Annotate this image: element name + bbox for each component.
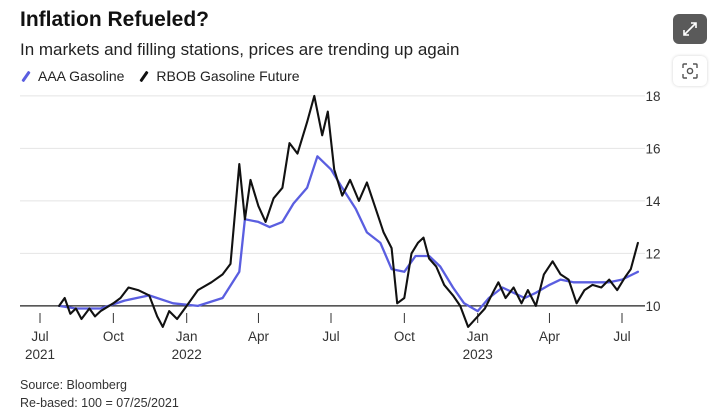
x-tick-label-4: Jul (322, 329, 339, 344)
y-tick-label-120: 120 (645, 246, 660, 261)
chart-subtitle: In markets and filling stations, prices … (20, 40, 460, 59)
source-note: Source: Bloomberg (20, 378, 128, 392)
y-tick-label-160: 160 (645, 141, 660, 156)
x-tick-label-8: Jul (613, 329, 630, 344)
x-tick-label-7: Apr (539, 329, 561, 344)
x-tick-label-0: Jul (31, 329, 48, 344)
rebase-note: Re-based: 100 = 07/25/2021 (20, 396, 179, 410)
x-tick-label-6: Jan (467, 329, 489, 344)
x-tick-label-3: Apr (248, 329, 270, 344)
legend-item-rbob: RBOB Gasoline Future (138, 68, 300, 84)
chart-title: Inflation Refueled? (20, 8, 209, 31)
x-tick-label-5: Oct (394, 329, 415, 344)
series-line-aaa-gasoline (57, 155, 640, 313)
line-chart: 100 120 140 160 180 Jul 2021 Oct Jan 2022 Apr Jul Oc… (20, 89, 660, 362)
legend-label-aaa: AAA Gasoline (38, 68, 125, 84)
expand-arrows-icon (683, 22, 697, 36)
x-tick-year-2: 2022 (172, 347, 202, 362)
x-tick-label-2: Jan (176, 329, 198, 344)
x-tick-year-6: 2023 (463, 347, 493, 362)
lens-button[interactable] (673, 56, 707, 86)
y-tick-label-100: 100 (645, 299, 660, 314)
expand-button[interactable] (673, 14, 707, 44)
legend: AAA Gasoline RBOB Gasoline Future (20, 68, 314, 84)
legend-label-rbob: RBOB Gasoline Future (156, 68, 300, 84)
series-line-rbob-gasoline-future (58, 94, 639, 328)
lens-scan-icon (682, 63, 698, 79)
x-tick-year-0: 2021 (25, 347, 55, 362)
y-tick-label-180: 180 (645, 89, 660, 104)
legend-item-aaa: AAA Gasoline (20, 68, 124, 84)
y-tick-label-140: 140 (645, 194, 660, 209)
x-tick-label-1: Oct (103, 329, 124, 344)
